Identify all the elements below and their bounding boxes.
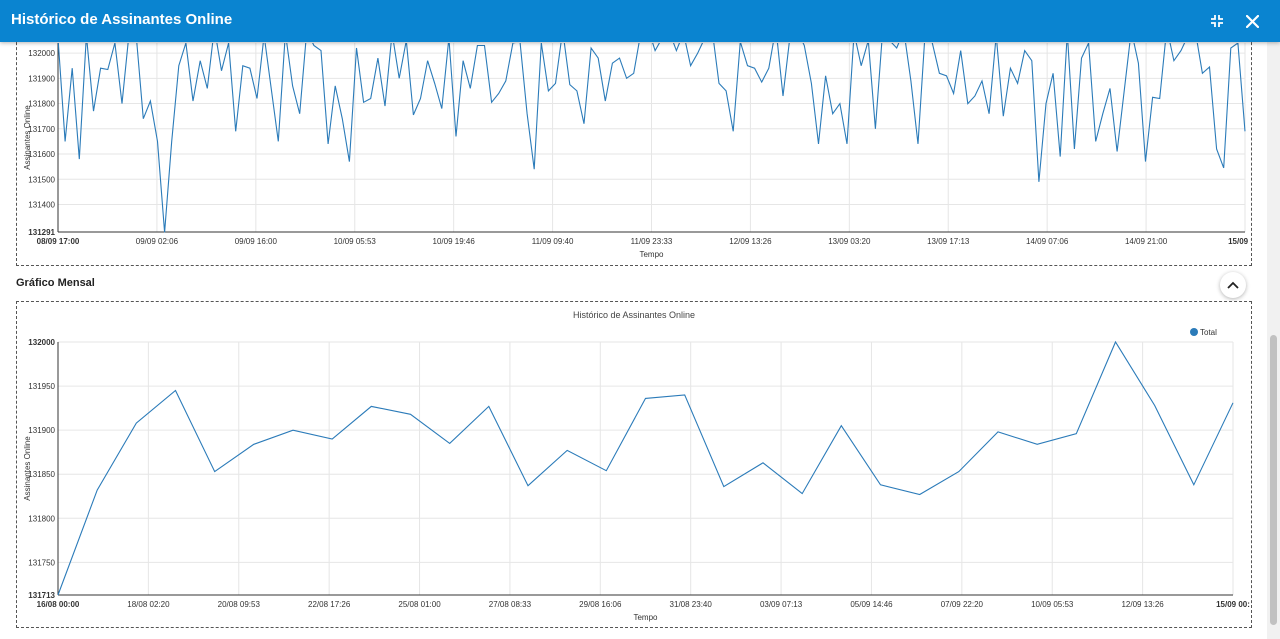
y-axis-label: Assinantes Online [23, 105, 32, 170]
x-axis-label: Tempo [633, 613, 658, 622]
x-tick-label: 09/09 16:00 [235, 237, 278, 246]
x-tick-label: 18/08 02:20 [127, 600, 170, 609]
scrollbar-thumb[interactable] [1270, 335, 1277, 625]
x-tick-label: 10/09 05:53 [1031, 600, 1074, 609]
daily-chart-plot: 131400 131500 131600 131700 131800 131900 1320… [23, 43, 1251, 259]
daily-chart-box: 131400 131500 131600 131700 131800 131900 1320… [16, 42, 1252, 266]
series-line [57, 340, 1234, 596]
scrollbar[interactable] [1267, 42, 1280, 639]
x-tick-label: 14/09 07:06 [1026, 237, 1069, 246]
x-tick-label: 12/09 13:26 [729, 237, 772, 246]
monthly-line-chart: Histórico de Assinantes Online Total 13175… [23, 310, 1250, 622]
x-tick-label: 14/09 21:00 [1125, 237, 1168, 246]
monthly-section-title: Gráfico Mensal [16, 277, 95, 289]
legend-label: Total [1200, 328, 1217, 337]
y-tick-label: 131400 [28, 200, 55, 209]
x-tick-label: 22/08 17:26 [308, 600, 351, 609]
x-tick-label: 13/09 17:13 [927, 237, 970, 246]
y-tick-label: 131600 [28, 150, 55, 159]
x-tick-label: 10/09 05:53 [334, 237, 377, 246]
chevron-up-icon [1227, 281, 1239, 289]
y-tick-label: 131750 [28, 558, 55, 567]
x-tick-label: 12/09 13:26 [1121, 600, 1164, 609]
x-tick-label: 25/08 01:00 [398, 600, 441, 609]
x-tick-label: 29/08 16:06 [579, 600, 622, 609]
close-button[interactable] [1240, 9, 1264, 33]
x-tick-label: 05/09 14:46 [850, 600, 893, 609]
x-tick-label: 11/09 23:33 [631, 237, 673, 246]
y-min-label: 131291 [28, 228, 55, 237]
x-tick-label: 15/09 16: [1228, 237, 1251, 246]
x-tick-label: 15/09 00: [1216, 600, 1250, 609]
y-tick-label: 131700 [28, 125, 55, 134]
x-axis-label: Tempo [639, 250, 664, 259]
x-tick-label: 11/09 09:40 [532, 237, 574, 246]
x-tick-label: 16/08 00:00 [37, 600, 80, 609]
x-tick-label: 07/09 22:20 [941, 600, 984, 609]
y-tick-label: 131850 [28, 470, 55, 479]
y-axis-label: Assinantes Online [23, 436, 32, 501]
y-tick-label: 131500 [28, 175, 55, 184]
y-min-label: 131713 [28, 591, 55, 600]
y-tick-label: 131900 [28, 426, 55, 435]
x-tick-label: 09/09 02:06 [136, 237, 179, 246]
collapse-window-button[interactable] [1205, 9, 1229, 33]
y-tick-label: 131800 [28, 514, 55, 523]
window-title: Histórico de Assinantes Online [11, 11, 233, 28]
close-icon [1245, 14, 1259, 28]
dialog-content[interactable]: 131400 131500 131600 131700 131800 131900 1320… [0, 42, 1267, 639]
x-tick-label: 08/09 17:00 [37, 237, 80, 246]
x-tick-label: 20/08 09:53 [218, 600, 261, 609]
legend-marker [1190, 328, 1198, 336]
chart-title: Histórico de Assinantes Online [573, 310, 695, 320]
collapse-icon [1211, 15, 1223, 27]
y-max-label: 132000 [28, 338, 55, 347]
series-line [57, 43, 1246, 233]
x-tick-label: 13/09 03:20 [828, 237, 871, 246]
toggle-section-button[interactable] [1220, 272, 1246, 298]
x-tick-label: 27/08 08:33 [489, 600, 532, 609]
x-tick-label: 10/09 19:46 [433, 237, 476, 246]
y-tick-label: 131800 [28, 100, 55, 109]
y-tick-label: 131900 [28, 74, 55, 83]
y-tick-label: 131950 [28, 382, 55, 391]
window-title-bar: Histórico de Assinantes Online [0, 0, 1280, 42]
x-tick-label: 31/08 23:40 [670, 600, 713, 609]
y-tick-label: 132000 [28, 49, 55, 58]
daily-line-chart: 131400 131500 131600 131700 131800 131900 1320… [23, 43, 1251, 259]
x-tick-label: 03/09 07:13 [760, 600, 803, 609]
monthly-chart-box: Histórico de Assinantes Online Total 13175… [16, 301, 1252, 628]
